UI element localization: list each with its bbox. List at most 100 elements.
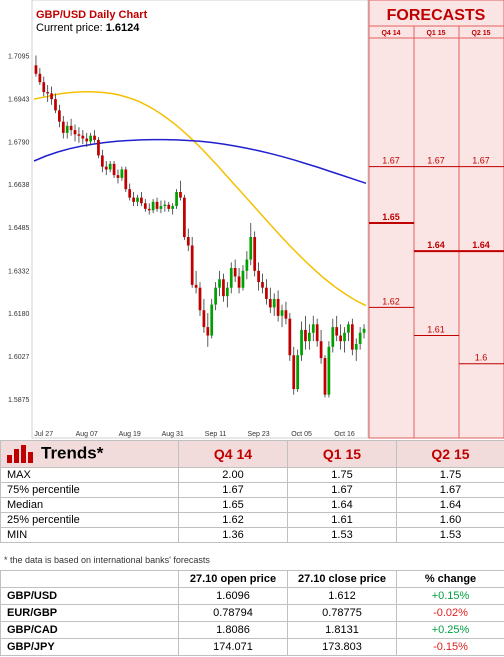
candle-body xyxy=(73,130,77,135)
candle-body xyxy=(54,99,57,111)
candle xyxy=(97,137,100,159)
y-axis: 1.7095 1.6943 1.6790 1.6638 1.6485 1.6332 1.61… xyxy=(8,53,30,403)
current-price-value: 1.6124 xyxy=(106,22,141,34)
trends-row-label: 25% percentile xyxy=(0,512,179,528)
trends-row-label: 75% percentile xyxy=(0,482,179,498)
candle-body xyxy=(214,287,217,305)
forecast-level-label: 1.61 xyxy=(427,325,445,335)
trends-title: Trends* xyxy=(41,443,104,463)
gbpusd-daily-chart: GBP/USD Daily Chart Current price: 1.612… xyxy=(8,0,504,439)
candle xyxy=(151,199,155,214)
candle-body xyxy=(331,327,335,347)
open-price: 1.6096 xyxy=(178,587,288,605)
candle-body xyxy=(46,92,50,94)
candle-body xyxy=(304,329,307,342)
candle xyxy=(128,183,132,201)
forecast-level-label: 1.67 xyxy=(427,156,445,166)
close-price: 0.78775 xyxy=(287,604,397,622)
candle xyxy=(132,192,135,207)
forecast-level-label: 1.65 xyxy=(382,212,400,222)
candle-body xyxy=(85,138,89,142)
candle xyxy=(186,228,190,252)
trends-col-q4-14: Q4 14 xyxy=(178,440,288,468)
prices-col-open: 27.10 open price xyxy=(178,570,288,588)
trends-cell: 1.75 xyxy=(287,467,397,483)
candle-body xyxy=(319,341,323,359)
candle-body xyxy=(354,344,358,350)
candle xyxy=(116,169,120,184)
candle xyxy=(163,200,167,212)
candle xyxy=(85,132,89,147)
candle-body xyxy=(288,318,292,356)
trends-table: Trends* Q4 14 Q1 15 Q2 15 MAX 2.00 1.75 … xyxy=(0,440,504,543)
candle-body xyxy=(194,284,198,288)
x-axis: Jul 27 Aug 07 Aug 19 Aug 31 Sep 11 Sep 23 Oct … xyxy=(34,431,397,438)
candle-body xyxy=(245,259,249,271)
trends-cell: 1.62 xyxy=(178,512,288,528)
candle-body xyxy=(280,310,284,316)
candle xyxy=(120,166,124,181)
y-tick-label: 1.6027 xyxy=(8,354,30,361)
candle xyxy=(42,76,46,97)
open-price: 174.071 xyxy=(178,638,288,656)
candle xyxy=(155,197,159,212)
trends-cell: 1.67 xyxy=(396,482,504,498)
y-tick-label: 1.6790 xyxy=(8,139,30,146)
candle xyxy=(339,324,342,350)
candle-body xyxy=(229,268,233,288)
candle xyxy=(280,304,284,328)
candle-body xyxy=(136,197,139,202)
y-tick-label: 1.7095 xyxy=(8,53,30,60)
candle xyxy=(73,124,77,142)
trends-row-min: MIN 1.36 1.53 1.53 xyxy=(0,527,504,543)
candle xyxy=(50,86,53,105)
candle xyxy=(61,116,65,139)
candle xyxy=(358,327,362,350)
candle xyxy=(229,262,233,294)
candle-body xyxy=(315,324,319,342)
candle xyxy=(225,282,229,308)
candle-body xyxy=(171,206,175,209)
candle-body xyxy=(350,324,354,350)
candle xyxy=(276,290,280,322)
forecast-level-label: 1.64 xyxy=(427,240,445,250)
trends-cell: 1.64 xyxy=(287,497,397,513)
candle-body xyxy=(132,197,135,202)
candle xyxy=(261,273,264,294)
candle xyxy=(233,259,237,283)
candle xyxy=(190,237,194,288)
candle xyxy=(136,194,139,207)
candle-body xyxy=(292,355,296,390)
currency-pair: GBP/USD xyxy=(0,587,179,605)
candle-body xyxy=(100,155,104,167)
open-price: 0.78794 xyxy=(178,604,288,622)
y-tick-label: 1.5875 xyxy=(8,397,30,404)
forecast-markers: 1.67 1.65 1.62 1.67 1.64 1.61 1.67 1.64 1.6 xyxy=(369,156,504,365)
candle xyxy=(112,161,116,178)
candle xyxy=(104,161,108,176)
candle-body xyxy=(112,163,116,176)
candle-body xyxy=(183,197,186,238)
candle xyxy=(323,355,327,398)
percent-change: +0.15% xyxy=(396,587,504,605)
x-tick-label: Aug 31 xyxy=(162,431,184,438)
moving-average-lines xyxy=(33,91,367,307)
candlesticks xyxy=(34,55,366,398)
forecast-level-label: 1.67 xyxy=(472,156,490,166)
candle-body xyxy=(261,282,264,288)
candle xyxy=(108,161,112,173)
currency-pair: EUR/GBP xyxy=(0,604,179,622)
candle-body xyxy=(241,270,245,288)
candle xyxy=(347,321,350,342)
candle-body xyxy=(34,65,38,74)
percent-change: -0.15% xyxy=(396,638,504,656)
candle-body xyxy=(163,204,167,207)
prices-col-change: % change xyxy=(396,570,504,588)
candle xyxy=(288,313,292,361)
candle xyxy=(194,270,198,294)
currency-pair: GBP/CAD xyxy=(0,621,179,639)
candle xyxy=(218,270,221,297)
candle-body xyxy=(116,175,120,178)
candle xyxy=(257,262,260,291)
trends-row-label: Median xyxy=(0,497,179,513)
